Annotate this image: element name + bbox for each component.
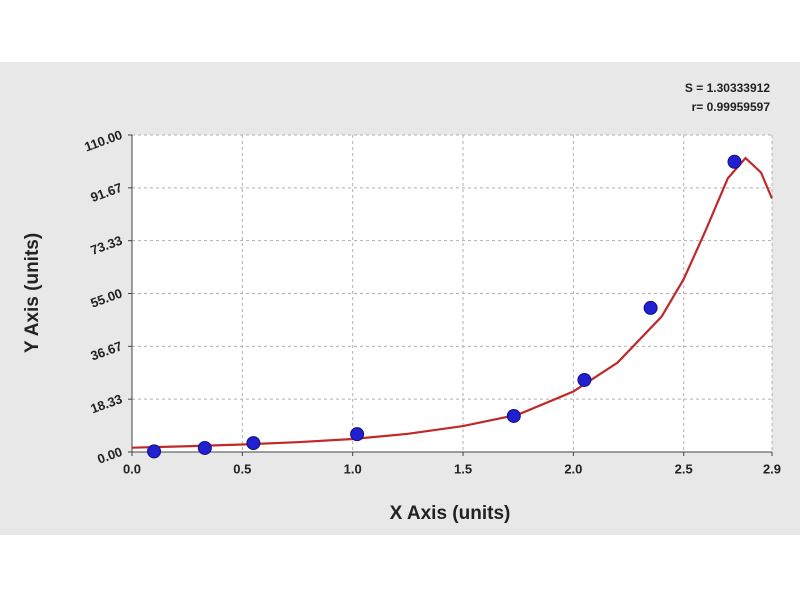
x-tick-label: 0.5 bbox=[233, 461, 251, 476]
x-tick-label: 2.9 bbox=[763, 461, 781, 476]
y-axis-label: Y Axis (units) bbox=[22, 233, 43, 353]
annotation: r= 0.99959597 bbox=[692, 100, 771, 114]
data-point bbox=[197, 440, 212, 455]
fit-curve bbox=[131, 156, 774, 449]
data-point bbox=[147, 444, 162, 459]
x-tick-label: 1.5 bbox=[454, 461, 472, 476]
data-point bbox=[246, 436, 261, 451]
data-point bbox=[350, 427, 365, 442]
data-point bbox=[727, 154, 742, 169]
x-axis-label: X Axis (units) bbox=[390, 503, 511, 524]
data-point bbox=[577, 372, 592, 387]
x-tick-label: 2.0 bbox=[564, 461, 582, 476]
x-tick-label: 2.5 bbox=[675, 461, 693, 476]
data-point bbox=[506, 408, 521, 423]
annotation: S = 1.30333912 bbox=[685, 81, 770, 95]
data-point bbox=[643, 300, 658, 315]
x-tick-label: 1.0 bbox=[344, 461, 362, 476]
x-tick-label: 0.0 bbox=[123, 461, 141, 476]
